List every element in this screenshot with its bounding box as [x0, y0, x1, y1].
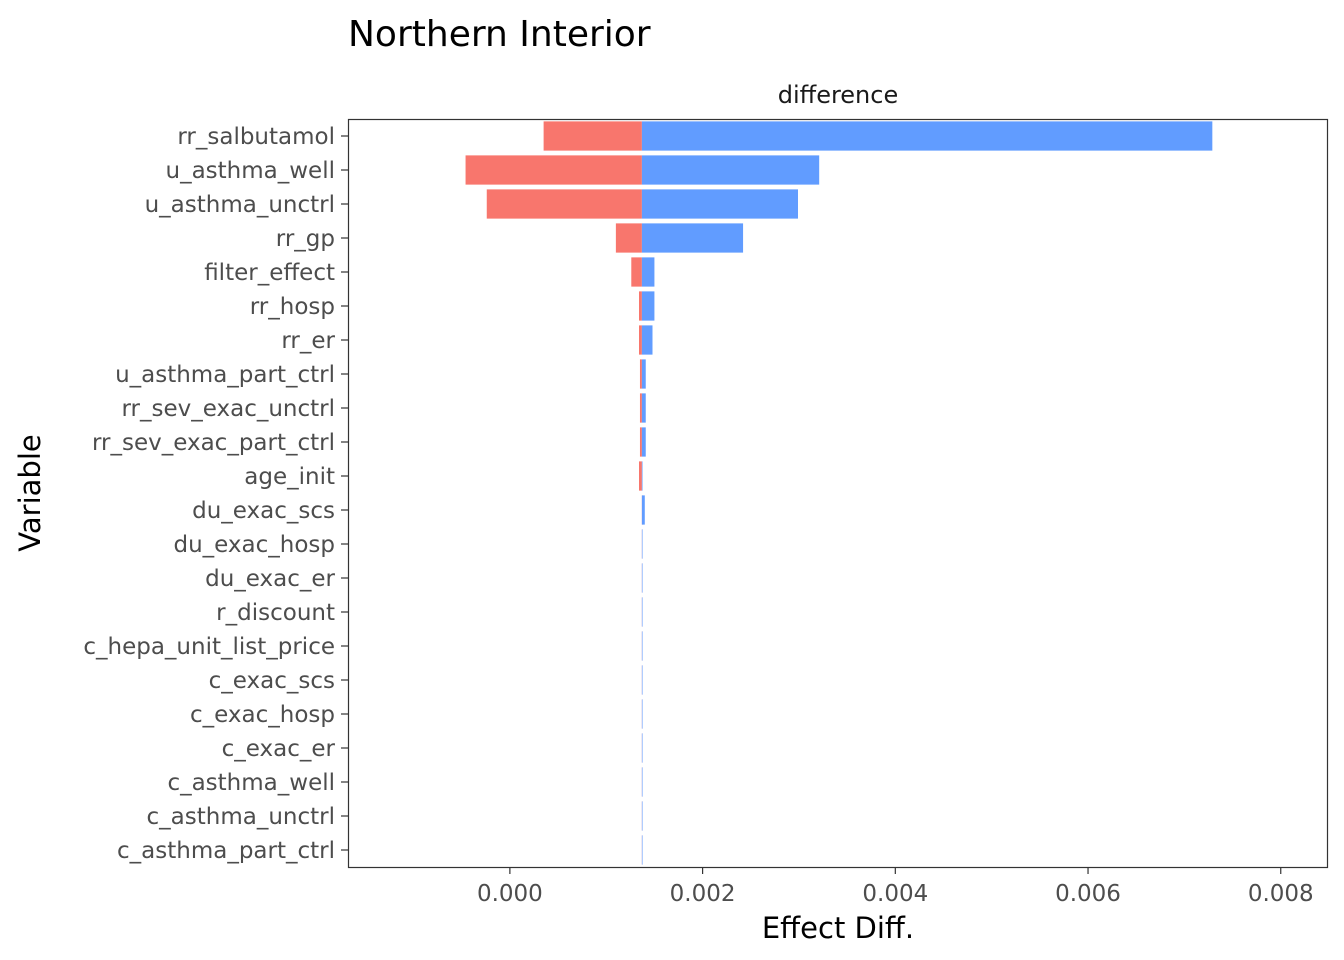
bar-low-age_init	[639, 461, 642, 491]
bar-high-c_asthma_well	[641, 767, 643, 797]
y-tick-label: c_asthma_well	[167, 770, 335, 796]
panel-border	[347, 118, 1329, 869]
bar-high-du_exac_er	[641, 563, 643, 593]
bar-high-rr_sev_exac_part_ctrl	[641, 427, 646, 457]
x-tick-label: 0.004	[862, 881, 928, 907]
y-tick-label: rr_er	[281, 328, 335, 354]
bar-low-filter_effect	[631, 257, 642, 287]
bar-high-r_discount	[641, 597, 643, 627]
y-tick-label: u_asthma_well	[166, 158, 336, 184]
bar-high-rr_sev_exac_unctrl	[641, 393, 646, 423]
bar-high-c_asthma_part_ctrl	[641, 835, 643, 865]
y-tick-label: c_asthma_part_ctrl	[117, 838, 335, 864]
y-tick-label: rr_salbutamol	[177, 124, 335, 150]
facet-strip-label: difference	[778, 81, 898, 109]
x-tick-label: 0.000	[477, 881, 543, 907]
bar-low-u_asthma_well	[465, 155, 642, 185]
y-axis-title: Variable	[13, 434, 47, 551]
bar-low-rr_sev_exac_part_ctrl	[639, 427, 642, 457]
bar-low-rr_gp	[615, 223, 642, 253]
y-tick-label: rr_gp	[276, 226, 335, 252]
bar-low-rr_hosp	[639, 291, 642, 321]
y-tick-label: age_init	[244, 464, 335, 490]
bar-high-du_exac_hosp	[641, 529, 643, 559]
bar-high-rr_hosp	[641, 291, 655, 321]
bar-high-du_exac_scs	[641, 495, 645, 525]
y-tick-label: du_exac_er	[205, 566, 335, 592]
x-tick-label: 0.008	[1248, 881, 1314, 907]
y-tick-label: r_discount	[216, 600, 335, 626]
bar-low-rr_sev_exac_unctrl	[639, 393, 642, 423]
x-tick-label: 0.006	[1055, 881, 1121, 907]
bar-high-c_exac_hosp	[641, 699, 643, 729]
bar-low-u_asthma_unctrl	[486, 189, 642, 219]
y-tick-label: rr_sev_exac_part_ctrl	[92, 430, 335, 456]
bar-high-rr_gp	[641, 223, 744, 253]
y-tick-label: filter_effect	[204, 260, 335, 286]
y-tick-label: u_asthma_unctrl	[145, 192, 335, 218]
bar-low-rr_salbutamol	[543, 121, 642, 151]
y-tick-label: u_asthma_part_ctrl	[115, 362, 335, 388]
bar-high-rr_er	[641, 325, 653, 355]
bar-low-rr_er	[639, 325, 642, 355]
bar-high-c_exac_er	[641, 733, 643, 763]
y-tick-label: du_exac_scs	[192, 498, 335, 524]
y-tick-label: c_asthma_unctrl	[147, 804, 335, 830]
bar-high-rr_salbutamol	[641, 121, 1213, 151]
bars-layer	[465, 121, 1213, 865]
bar-high-u_asthma_part_ctrl	[641, 359, 646, 389]
y-tick-label: du_exac_hosp	[173, 532, 335, 558]
y-tick-label: rr_hosp	[250, 294, 335, 320]
y-tick-label: c_hepa_unit_list_price	[83, 634, 335, 660]
bar-high-c_asthma_unctrl	[641, 801, 643, 831]
x-axis-title: Effect Diff.	[762, 911, 914, 945]
chart-title: Northern Interior	[348, 14, 651, 55]
y-axis: rr_salbutamol u_asthma_well u_asthma_unctr…	[83, 124, 348, 864]
bar-low-u_asthma_part_ctrl	[639, 359, 642, 389]
y-tick-label: c_exac_scs	[209, 668, 335, 694]
bar-high-filter_effect	[641, 257, 655, 287]
bar-high-age_init	[641, 461, 643, 491]
bar-high-u_asthma_unctrl	[641, 189, 798, 219]
x-tick-label: 0.002	[670, 881, 736, 907]
y-tick-label: c_exac_er	[222, 736, 336, 762]
bar-high-c_exac_scs	[641, 665, 643, 695]
x-axis: 0.000 0.002 0.004 0.006 0.008	[477, 867, 1314, 907]
y-tick-label: c_exac_hosp	[190, 702, 335, 728]
bar-high-c_hepa_unit_list_price	[641, 631, 643, 661]
bar-high-u_asthma_well	[641, 155, 820, 185]
y-tick-label: rr_sev_exac_unctrl	[121, 396, 335, 422]
